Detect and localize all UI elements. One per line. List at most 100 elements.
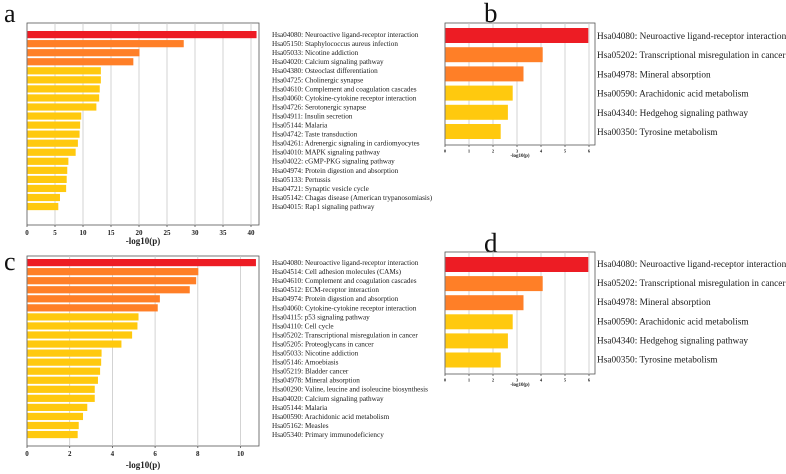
legend-label: Hsa05202: Transcriptional misregulation … [272, 331, 418, 339]
x-tick-label: 10 [237, 450, 245, 458]
legend-label: Hsa04020: Calcium signaling pathway [272, 395, 384, 403]
x-axis-title: -log10(p) [126, 236, 161, 246]
bar [27, 85, 100, 93]
legend-label: Hsa04978: Mineral absorption [597, 70, 711, 80]
legend-label: Hsa04380: Osteoclast differentiation [272, 67, 378, 75]
legend-label: Hsa04010: MAPK signaling pathway [272, 149, 380, 157]
legend-label: Hsa04080: Neuroactive ligand-receptor in… [272, 31, 419, 39]
bar [27, 148, 76, 156]
x-tick-label: 2 [68, 450, 72, 458]
legend-label: Hsa05033: Nicotine addiction [272, 49, 359, 57]
bar [445, 28, 589, 43]
bar [27, 31, 257, 39]
legend-label: Hsa04742: Taste transduction [272, 131, 358, 139]
legend-label: Hsa05150: Staphylococcus aureus infectio… [272, 40, 398, 48]
bar [27, 286, 190, 294]
x-tick-label: 8 [196, 450, 200, 458]
bar [27, 193, 60, 202]
bar [27, 94, 100, 102]
legend-label: Hsa05142: Chagas disease (American trypa… [272, 194, 433, 202]
legend-label: Hsa04726: Serotonergic synapse [272, 103, 366, 111]
chart-panel-b: b 0 1 2 3 4 5 6 -log10(p) Hsa04080: Neuroactive l… [444, 0, 786, 159]
bar [27, 268, 199, 276]
bar [27, 421, 79, 430]
bar [27, 403, 88, 411]
x-tick-label: 0 [25, 229, 29, 237]
bar [445, 314, 513, 330]
legend-label: Hsa00590: Arachidonic acid metabolism [597, 90, 749, 100]
legend-label: Hsa00590: Arachidonic acid metabolism [272, 413, 390, 421]
legend-label: Hsa00290: Valine, leucine and isoleucine… [272, 386, 428, 394]
legend-label: Hsa04261: Adrenergic signaling in cardio… [272, 140, 420, 148]
bar [27, 67, 101, 75]
bar [27, 139, 78, 147]
bar [27, 166, 68, 174]
bar [27, 103, 97, 111]
bar [27, 376, 98, 384]
panel-letter: b [484, 0, 498, 28]
legend-label: Hsa04060: Cytokine-cytokine receptor int… [272, 304, 417, 312]
panel-letter: c [4, 247, 16, 276]
legend-label: Hsa05202: Transcriptional misregulation … [597, 279, 786, 289]
x-tick-label: 0 [444, 149, 447, 154]
plot-frame [444, 22, 596, 146]
bar [445, 276, 543, 292]
bar [445, 85, 513, 101]
legend-label: Hsa04080: Neuroactive ligand-receptor in… [597, 260, 786, 270]
bar [27, 49, 140, 57]
x-tick-label: 35 [220, 229, 228, 237]
x-tick-label: 5 [53, 229, 57, 237]
x-tick-label: 3 [516, 149, 519, 154]
x-tick-label: 4 [540, 378, 543, 383]
x-tick-label: 40 [248, 229, 256, 237]
x-tick-label: 10 [80, 229, 88, 237]
legend-label: Hsa05144: Malaria [272, 404, 328, 412]
x-tick-label: 0 [25, 450, 29, 458]
legend-label: Hsa04060: Cytokine-cytokine receptor int… [272, 94, 417, 102]
bar [27, 304, 158, 312]
legend-label: Hsa04022: cGMP-PKG signaling pathway [272, 158, 395, 166]
x-tick-label: 0 [444, 378, 447, 383]
x-tick-label: 1 [468, 378, 471, 383]
panel-letter: a [4, 0, 16, 28]
legend-label: Hsa05219: Bladder cancer [272, 368, 349, 376]
legend-label: Hsa00350: Tyrosine metabolism [597, 356, 718, 366]
bar [27, 394, 95, 402]
x-tick-label: 3 [516, 378, 519, 383]
bar [27, 358, 102, 366]
legend-label: Hsa04974: Protein digestion and absorpti… [272, 167, 399, 175]
legend-label: Hsa05133: Pertussis [272, 176, 331, 184]
bar [27, 295, 160, 303]
bar [27, 349, 102, 357]
bar [445, 352, 501, 368]
bar [27, 157, 69, 165]
bar [27, 331, 133, 339]
legend-label: Hsa04110: Cell cycle [272, 322, 334, 330]
x-tick-label: 2 [492, 149, 495, 154]
legend-label: Hsa04974: Protein digestion and absorpti… [272, 295, 399, 303]
x-tick-label: 2 [492, 378, 495, 383]
x-tick-label: 25 [164, 229, 172, 237]
bar [445, 104, 508, 120]
legend-label: Hsa04610: Complement and coagulation cas… [272, 277, 417, 285]
bar [445, 124, 501, 139]
legend-label: Hsa04978: Mineral absorption [597, 298, 711, 308]
bar [27, 385, 95, 393]
legend-label: Hsa04015: Rap1 signaling pathway [272, 203, 375, 211]
bar [27, 322, 138, 330]
chart-panel-a: a 0 5 10 15 20 25 30 35 40 -log10(p) Hsa04080: Neur… [4, 0, 433, 246]
legend-label: Hsa05033: Nicotine addiction [272, 350, 359, 358]
x-tick-label: 15 [108, 229, 116, 237]
legend-label: Hsa04978: Mineral absorption [272, 377, 360, 385]
bar [27, 175, 67, 183]
legend-label: Hsa04512: ECM-receptor interaction [272, 286, 379, 294]
legend-label: Hsa04115: p53 signaling pathway [272, 313, 370, 321]
chart-panel-c: c 0 2 4 6 8 10 -log10(p) Hsa04080: Neuroactive l… [4, 247, 428, 470]
bar [27, 184, 67, 193]
plot-frame [26, 255, 260, 447]
plot-frame [444, 251, 596, 375]
x-axis-title: -log10(p) [510, 154, 530, 159]
x-tick-label: 20 [136, 229, 144, 237]
legend-label: Hsa04020: Calcium signaling pathway [272, 58, 384, 66]
x-tick-label: 4 [540, 149, 543, 154]
